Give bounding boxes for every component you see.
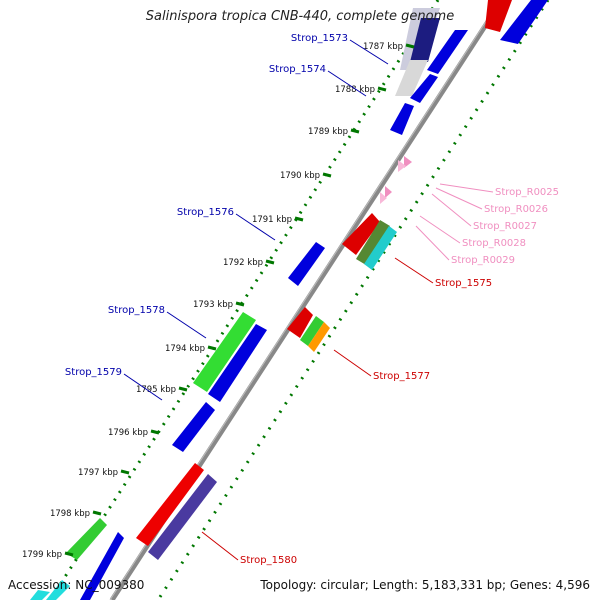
gene-block[interactable] [30,590,50,600]
outer-tick-track [48,0,440,600]
tick-mark [235,301,245,307]
tick-mark [150,429,160,435]
tick-label: 1791 kbp [252,215,292,225]
gene-leader-line [235,213,276,241]
map-title: Salinispora tropica CNB-440, complete ge… [145,9,455,24]
tick-mark [405,43,415,49]
gene-block[interactable] [410,18,440,62]
gene-leader-line [419,215,461,244]
gene-arrow[interactable] [288,242,325,286]
gene-label[interactable]: Strop_1577 [373,371,430,382]
tick-label: 1799 kbp [22,550,62,560]
tick-label: 1794 kbp [165,344,205,354]
trna-marker[interactable] [380,192,387,204]
tick-label: 1790 kbp [280,171,320,181]
gene-block[interactable] [364,226,397,270]
gene-block[interactable] [193,312,256,392]
gene-block[interactable] [395,60,428,96]
gene-leader-line [166,311,207,339]
tick-label: 1789 kbp [308,127,348,137]
gene-leader-line [333,349,372,377]
tick-mark [178,386,188,392]
tick-label: 1788 kbp [335,85,375,95]
trna-marker[interactable] [398,160,406,172]
gene-label[interactable]: Strop_1578 [108,305,165,316]
tick-mark [207,345,217,351]
gene-block[interactable] [356,220,390,265]
gene-leader-line [431,193,472,227]
gene-arrow[interactable] [485,0,512,32]
gene-label[interactable]: Strop_1575 [435,278,492,289]
gene-label[interactable]: Strop_1573 [291,33,348,44]
gene-label[interactable]: Strop_1574 [269,64,326,75]
gene-arrow[interactable] [342,213,380,255]
tick-label: 1787 kbp [363,42,403,52]
gene-block[interactable] [300,316,324,346]
gene-label[interactable]: Strop_1579 [65,367,122,378]
gene-leader-line [327,70,367,97]
forward-strand-genes [30,8,440,600]
gene-label[interactable]: Strop_R0025 [495,187,559,198]
gene-label[interactable]: Strop_1580 [240,555,297,566]
gene-block[interactable] [46,580,70,600]
gene-block[interactable] [208,324,267,402]
tick-mark [322,172,332,178]
accession-label: Accession: NC_009380 [8,578,145,592]
gene-leader-line [435,187,483,210]
gene-label[interactable]: Strop_R0027 [473,221,537,232]
gene-block[interactable] [427,30,468,74]
genome-summary: Topology: circular; Length: 5,183,331 bp… [260,578,590,592]
tick-mark [92,510,102,516]
gene-block[interactable] [410,74,438,103]
tick-label: 1795 kbp [136,385,176,395]
tick-mark [294,216,304,222]
gene-leader-line [394,257,434,284]
tick-label: 1792 kbp [223,258,263,268]
tick-labels: 1787 kbp 1788 kbp 1789 kbp 1790 kbp 1791 kbp… [22,42,415,560]
gene-arrow[interactable] [287,307,313,338]
gene-block[interactable] [148,474,217,560]
gene-label[interactable]: Strop_1576 [177,207,234,218]
gene-leader-line [439,183,494,193]
tick-mark [64,551,74,557]
gene-arrow[interactable] [390,103,414,135]
gene-block[interactable] [172,402,215,452]
reverse-strand-genes [80,0,548,600]
trna-marker[interactable] [385,186,392,198]
tick-mark [350,128,360,134]
tick-label: 1796 kbp [108,428,148,438]
gene-leader-line [201,531,239,561]
gene-label[interactable]: Strop_R0028 [462,238,526,249]
tick-mark [265,259,275,265]
gene-leader-line [123,373,163,401]
gene-labels: Strop_1573 Strop_1574 Strop_1576 Strop_1578… [65,33,559,566]
tick-mark [377,86,387,92]
tick-label: 1797 kbp [78,468,118,478]
gene-leader-line [349,39,389,65]
gene-label[interactable]: Strop_R0026 [484,204,548,215]
gene-leader-line [415,225,450,261]
gene-block[interactable] [308,322,330,352]
trna-marker[interactable] [404,156,412,168]
gene-block[interactable] [80,532,124,600]
gene-block[interactable] [136,463,204,546]
tick-label: 1798 kbp [50,509,90,519]
tick-label: 1793 kbp [193,300,233,310]
gene-block[interactable] [500,0,548,44]
gene-label[interactable]: Strop_R0029 [451,255,515,266]
tick-mark [120,469,130,475]
gene-block[interactable] [66,518,107,560]
